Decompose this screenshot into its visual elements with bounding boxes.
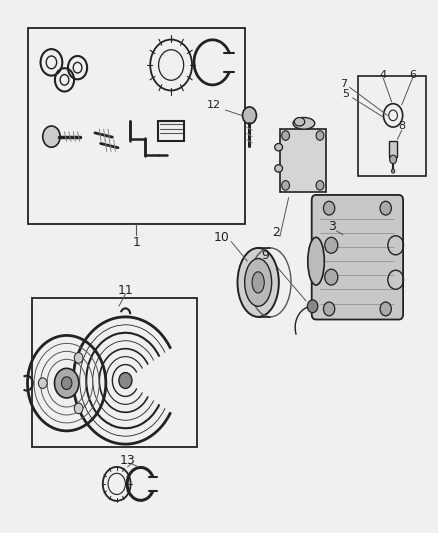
Text: 1: 1	[132, 236, 140, 249]
Circle shape	[380, 201, 391, 215]
Bar	[358, 76, 426, 176]
Bar	[32, 298, 197, 447]
Circle shape	[390, 155, 396, 164]
Circle shape	[74, 353, 83, 363]
Circle shape	[325, 237, 338, 253]
Bar	[28, 28, 245, 224]
Circle shape	[316, 181, 324, 190]
Circle shape	[282, 131, 290, 140]
Circle shape	[391, 169, 395, 173]
Ellipse shape	[293, 117, 315, 129]
Circle shape	[282, 181, 290, 190]
Text: 9: 9	[261, 249, 268, 262]
Text: 7: 7	[340, 78, 347, 88]
Text: 2: 2	[272, 225, 279, 239]
Circle shape	[43, 126, 60, 147]
Ellipse shape	[252, 272, 264, 293]
Text: 5: 5	[343, 89, 350, 99]
Polygon shape	[280, 128, 325, 192]
Circle shape	[243, 107, 256, 124]
Circle shape	[74, 403, 83, 414]
Circle shape	[325, 269, 338, 285]
Bar	[158, 120, 184, 141]
Circle shape	[323, 201, 335, 215]
Ellipse shape	[245, 259, 272, 306]
Text: 6: 6	[409, 70, 416, 79]
Circle shape	[54, 368, 79, 398]
Circle shape	[39, 378, 47, 389]
Text: 3: 3	[328, 220, 336, 233]
Ellipse shape	[275, 165, 283, 172]
Text: 4: 4	[379, 70, 387, 79]
Text: 10: 10	[213, 231, 229, 244]
FancyBboxPatch shape	[312, 195, 403, 319]
Circle shape	[119, 373, 132, 389]
Bar	[389, 141, 397, 157]
Ellipse shape	[275, 143, 283, 151]
Circle shape	[307, 300, 318, 313]
Circle shape	[323, 302, 335, 316]
Circle shape	[380, 302, 391, 316]
Ellipse shape	[294, 117, 305, 126]
Text: 8: 8	[398, 121, 405, 131]
Ellipse shape	[308, 237, 324, 285]
Text: 12: 12	[207, 100, 221, 110]
Circle shape	[316, 131, 324, 140]
Text: 11: 11	[117, 284, 133, 297]
Text: 13: 13	[120, 454, 135, 466]
Circle shape	[61, 377, 72, 390]
Ellipse shape	[237, 248, 279, 317]
